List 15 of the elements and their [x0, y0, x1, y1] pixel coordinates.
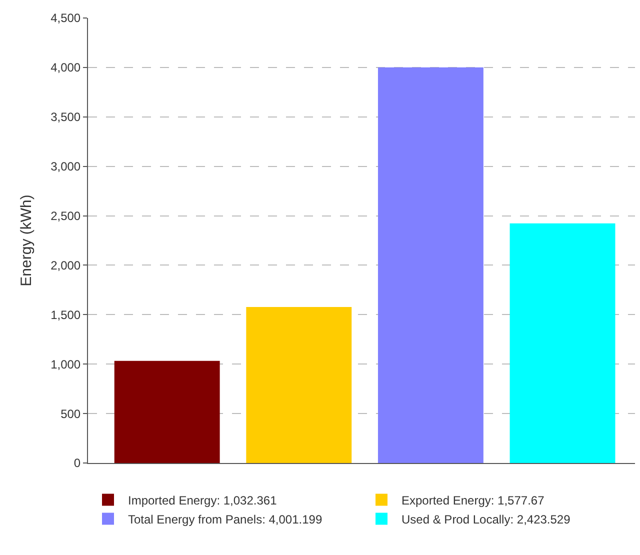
y-tick-label: 500 [60, 406, 81, 421]
y-tick-label: 3,000 [50, 160, 81, 174]
y-tick-label: 2,000 [50, 258, 81, 272]
y-tick-label: 1,000 [50, 357, 81, 372]
legend-label: Imported Energy: 1,032.361 [128, 493, 278, 508]
y-tick-label: 1,500 [50, 308, 81, 322]
y-axis-title: Energy (kWh) [18, 194, 35, 286]
legend-label: Exported Energy: 1,577.67 [402, 493, 545, 508]
y-tick-label: 0 [74, 456, 81, 470]
y-tick-label: 2,500 [50, 208, 81, 223]
y-tick-label: 4,500 [50, 11, 81, 26]
legend-label: Total Energy from Panels: 4,001.199 [128, 512, 322, 526]
legend-label: Used & Prod Locally: 2,423.529 [402, 512, 571, 526]
y-tick-label: 4,000 [50, 60, 81, 75]
y-tick-label: 3,500 [50, 110, 81, 124]
